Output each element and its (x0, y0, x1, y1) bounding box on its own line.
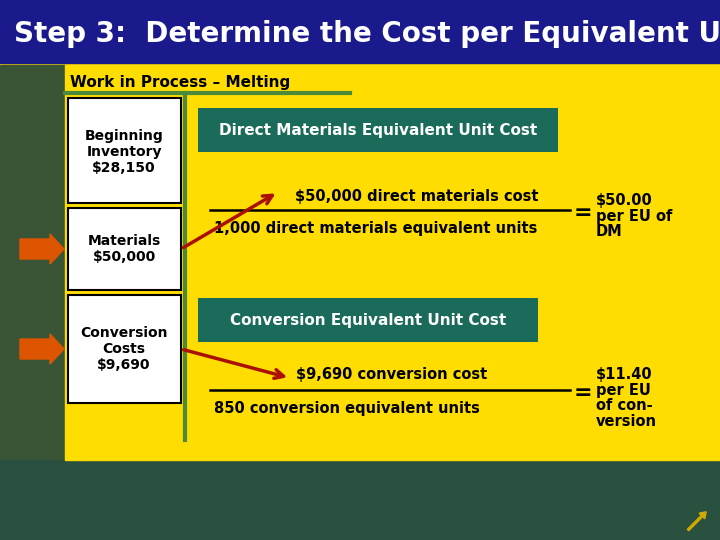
Bar (198, 108, 558, 152)
Bar (0, 0, 720, 63)
Text: Direct Materials Equivalent Unit Cost: Direct Materials Equivalent Unit Cost (219, 124, 537, 138)
Text: Step 3:  Determine the Cost per Equivalent Unit: Step 3: Determine the Cost per Equivalen… (14, 20, 720, 48)
Text: 1,000 direct materials equivalent units: 1,000 direct materials equivalent units (214, 220, 537, 235)
Text: per EU of: per EU of (596, 208, 672, 224)
Bar (0, 460, 720, 540)
Bar (68, 208, 181, 290)
Text: =: = (574, 203, 593, 223)
Text: $50,000 direct materials cost: $50,000 direct materials cost (295, 188, 539, 204)
FancyArrow shape (20, 234, 64, 264)
FancyArrow shape (20, 334, 64, 364)
Bar (198, 298, 538, 342)
Text: Materials
$50,000: Materials $50,000 (87, 234, 161, 264)
Text: Work in Process – Melting: Work in Process – Melting (70, 76, 290, 91)
Text: $50.00: $50.00 (596, 192, 653, 207)
Text: DM: DM (596, 225, 623, 240)
Text: per EU: per EU (596, 382, 651, 397)
Text: 850 conversion equivalent units: 850 conversion equivalent units (214, 401, 480, 415)
FancyArrow shape (688, 512, 706, 531)
Text: Conversion
Costs
$9,690: Conversion Costs $9,690 (80, 326, 168, 372)
Bar (68, 295, 181, 403)
Text: $9,690 conversion cost: $9,690 conversion cost (296, 368, 487, 382)
Bar (68, 98, 181, 203)
Text: Conversion Equivalent Unit Cost: Conversion Equivalent Unit Cost (230, 314, 506, 328)
Text: $11.40: $11.40 (596, 367, 652, 381)
Text: =: = (574, 383, 593, 403)
Text: of con-: of con- (596, 399, 652, 414)
Text: version: version (596, 415, 657, 429)
Bar (65, 65, 720, 460)
Bar (0, 65, 65, 475)
Text: Beginning
Inventory
$28,150: Beginning Inventory $28,150 (85, 129, 163, 175)
